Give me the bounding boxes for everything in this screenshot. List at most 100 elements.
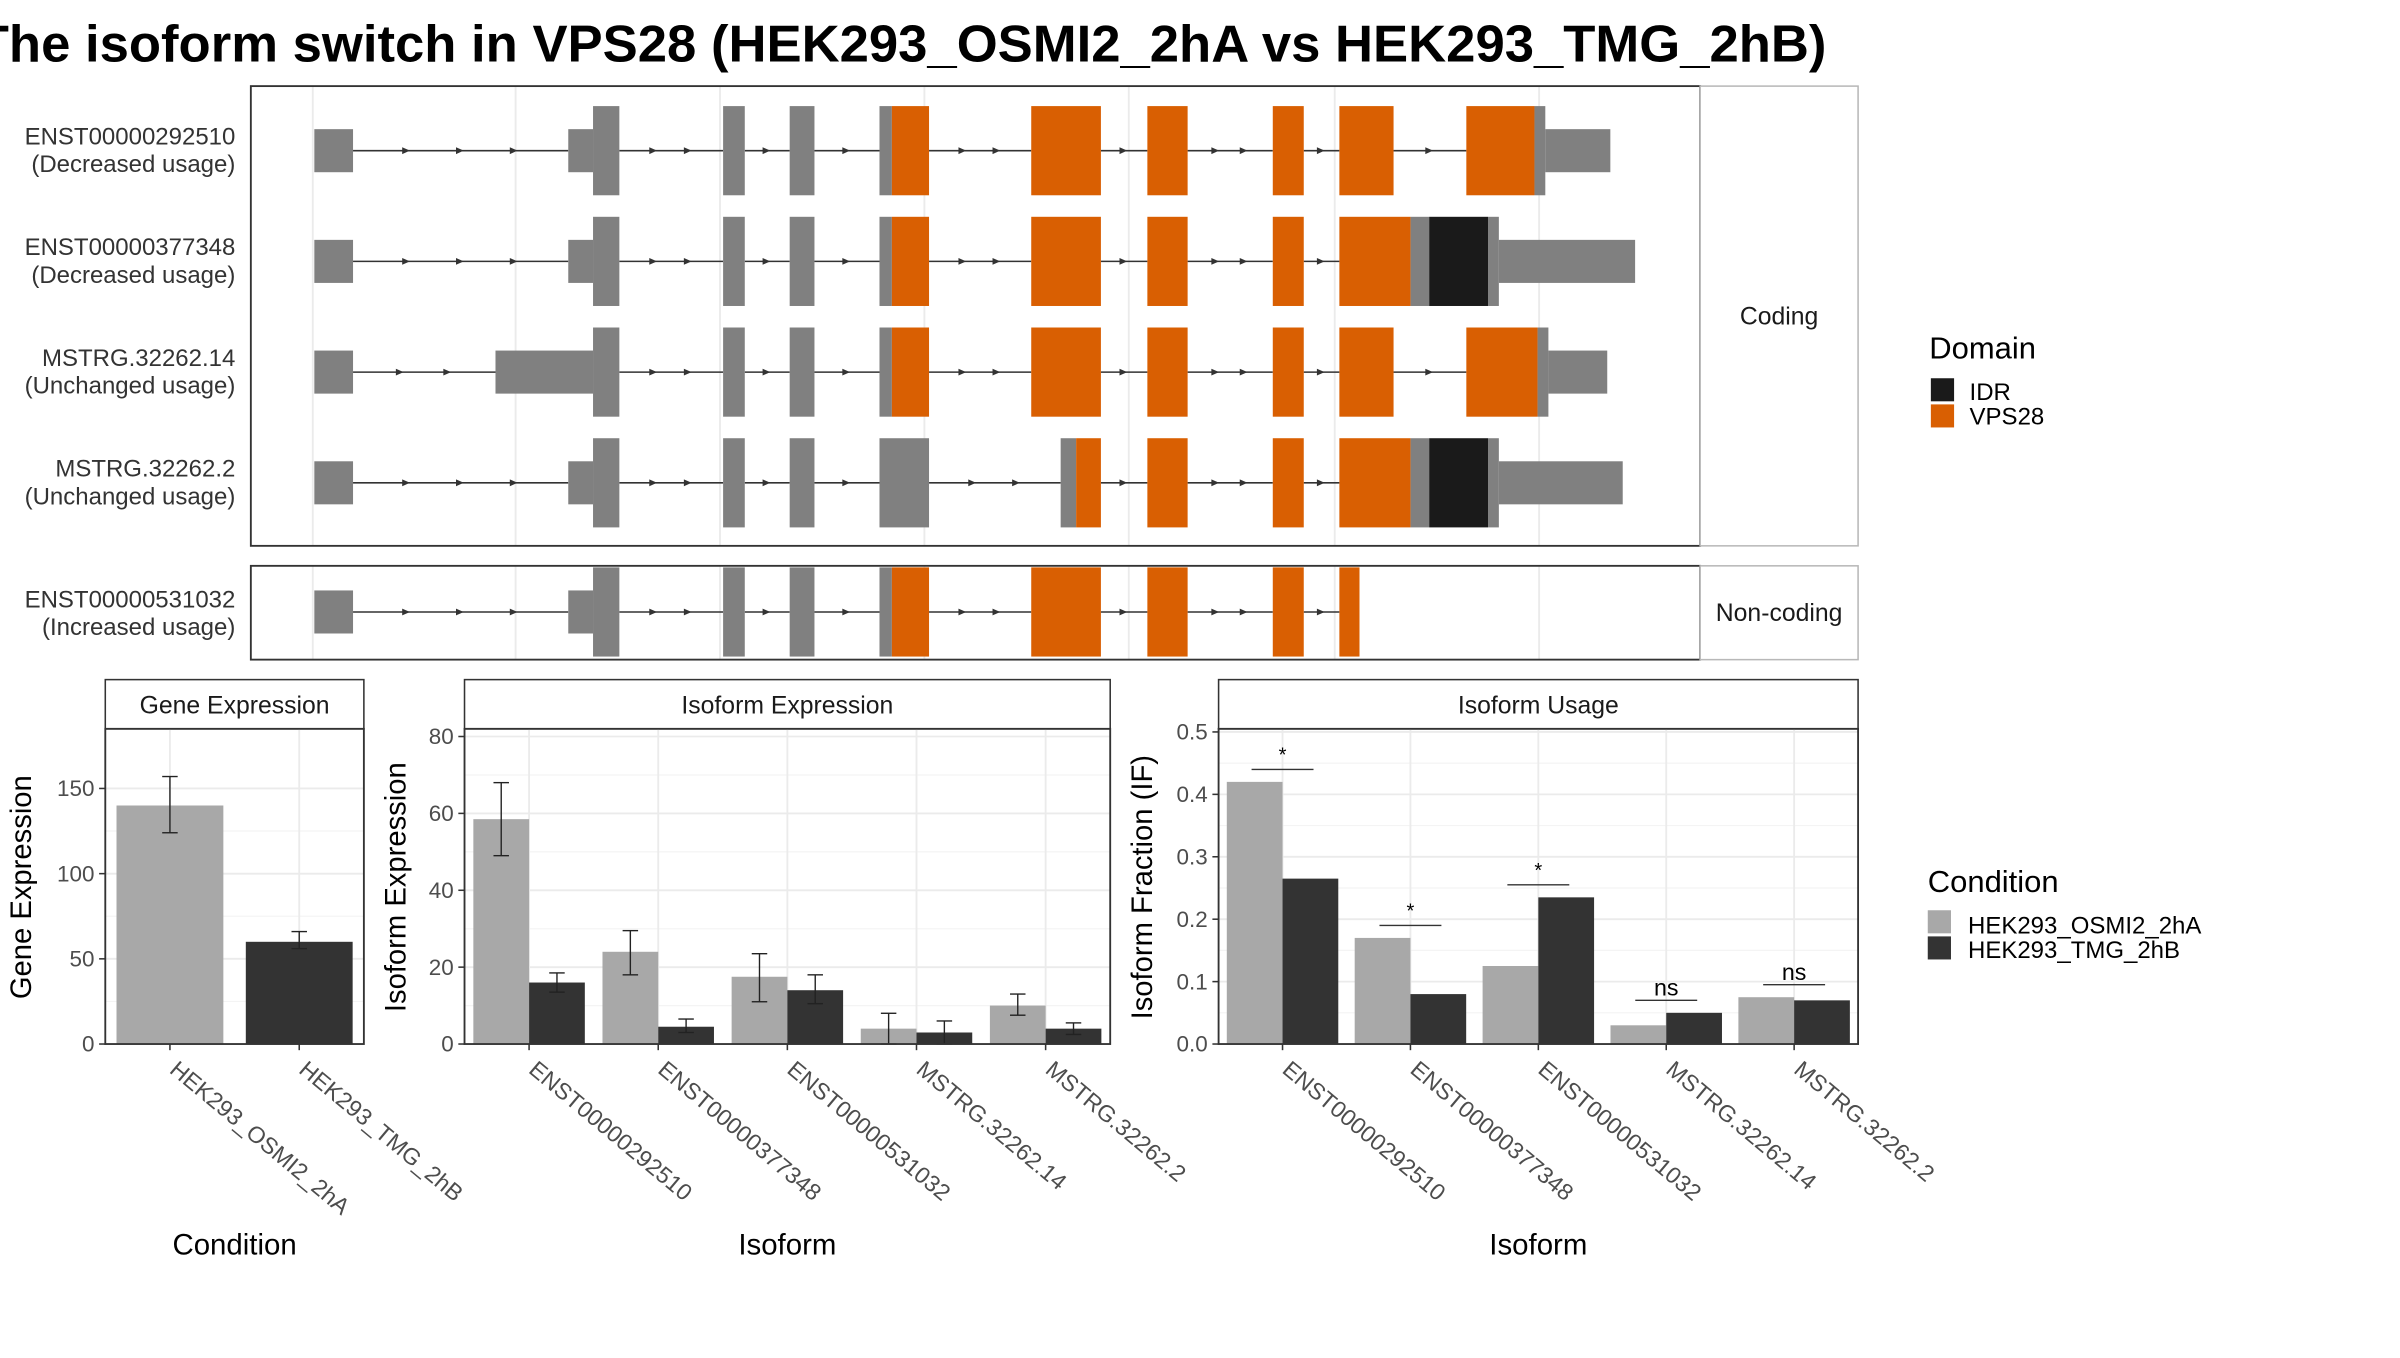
structure-coding-tracks [314,106,1636,528]
exon-cds [879,106,892,196]
intron-arrow [842,147,851,155]
exon-cds [789,327,815,417]
isoform-usage-ylabel: Isoform Fraction (IF) [1126,755,1159,1019]
bar [245,941,353,1045]
transcript-id: ENST00000377348 [25,234,236,261]
intron-arrow [1239,479,1248,487]
significance-label: * [1407,901,1415,923]
intron-arrow [1211,608,1220,616]
exon-utr [314,129,354,173]
exon-cds [1534,106,1546,196]
intron-arrow [509,479,518,487]
transcript-track [314,438,1623,528]
bar [1354,937,1411,1045]
exon-cds [789,216,815,306]
exon-cds [723,438,745,528]
domain-idr [1429,216,1489,306]
domain-vps28 [1031,216,1101,306]
exon-cds [789,567,815,657]
transcript-track [314,216,1636,306]
bar [1738,997,1795,1045]
intron-arrow [683,147,692,155]
exon-utr [568,590,594,634]
exon-cds [1410,438,1430,528]
condition-legend-key-b [1927,936,1951,960]
domain-vps28 [1147,567,1188,657]
isoform-expression-strip [463,678,1111,730]
transcript-id: MSTRG.32262.2 [55,456,235,483]
strip-noncoding [1699,565,1859,661]
isoform-expression-ylabel: Isoform Expression [380,762,413,1012]
exon-utr [1545,129,1611,173]
domain-vps28 [891,216,930,306]
exon-cds [1488,216,1499,306]
intron-arrow [762,479,771,487]
domain-legend-key-idr [1930,378,1955,402]
intron-arrow [1211,479,1220,487]
domain-legend: Domain IDR VPS28 [1929,330,2044,430]
domain-vps28 [1272,106,1304,196]
domain-vps28 [1147,216,1188,306]
bar [473,819,530,1045]
y-tick-label: 0.2 [1177,907,1208,932]
condition-legend: Condition HEK293_OSMI2_2hA HEK293_TMG_2h… [1927,864,2201,964]
bar [1482,966,1539,1045]
intron-arrow [1316,479,1325,487]
exon-utr [314,350,354,394]
intron-arrow [992,147,1001,155]
intron-arrow [649,368,658,376]
intron-arrow [456,258,464,265]
condition-legend-label-b: HEK293_TMG_2hB [1968,937,2180,964]
domain-vps28 [1272,567,1304,657]
intron-arrow [958,368,967,376]
exon-utr [314,239,354,283]
intron-arrow [402,608,410,616]
isoform-usage-xlabel: Isoform [1489,1229,1587,1262]
intron-arrow [1119,368,1128,376]
intron-arrow [649,258,658,265]
domain-vps28 [1272,438,1304,528]
domain-legend-key-vps28 [1930,404,1955,428]
intron-arrow [1211,258,1220,265]
y-tick-label: 0 [82,1032,94,1057]
exon-cds [593,438,620,528]
intron-arrow [1239,147,1248,155]
exon-cds [593,216,620,306]
intron-arrow [992,258,1001,265]
transcript-usage: (Unchanged usage) [25,483,236,510]
intron-arrow [683,479,692,487]
exon-cds [723,567,745,657]
gene-expression-panel-title: Gene Expression [140,693,330,720]
domain-vps28 [1147,106,1188,196]
exon-cds [593,327,620,417]
isoform-expression-xlabel: Isoform [738,1229,836,1262]
domain-idr [1429,438,1489,528]
strip-coding-label: Coding [1740,304,1818,331]
domain-vps28 [1339,327,1394,417]
domain-vps28 [1147,327,1188,417]
intron-arrow [842,368,851,376]
transcript-usage: (Decreased usage) [31,262,235,289]
intron-arrow [509,147,518,155]
domain-vps28 [891,567,930,657]
domain-vps28 [1031,327,1101,417]
domain-vps28 [1031,567,1101,657]
y-tick-label: 0.4 [1177,782,1208,807]
intron-arrow [1012,479,1020,487]
transcript-usage: (Unchanged usage) [25,373,236,400]
intron-arrow [958,258,967,265]
intron-arrow [402,147,410,155]
exon-utr [1498,239,1636,283]
y-tick-label: 20 [429,955,454,980]
significance-label: ns [1782,959,1807,985]
bar [1045,1028,1102,1045]
bar [1538,897,1595,1045]
domain-vps28 [1272,327,1304,417]
intron-arrow [443,368,452,376]
intron-arrow [1119,479,1128,487]
intron-arrow [509,258,518,265]
domain-vps28 [1466,106,1535,196]
intron-arrow [958,608,967,616]
